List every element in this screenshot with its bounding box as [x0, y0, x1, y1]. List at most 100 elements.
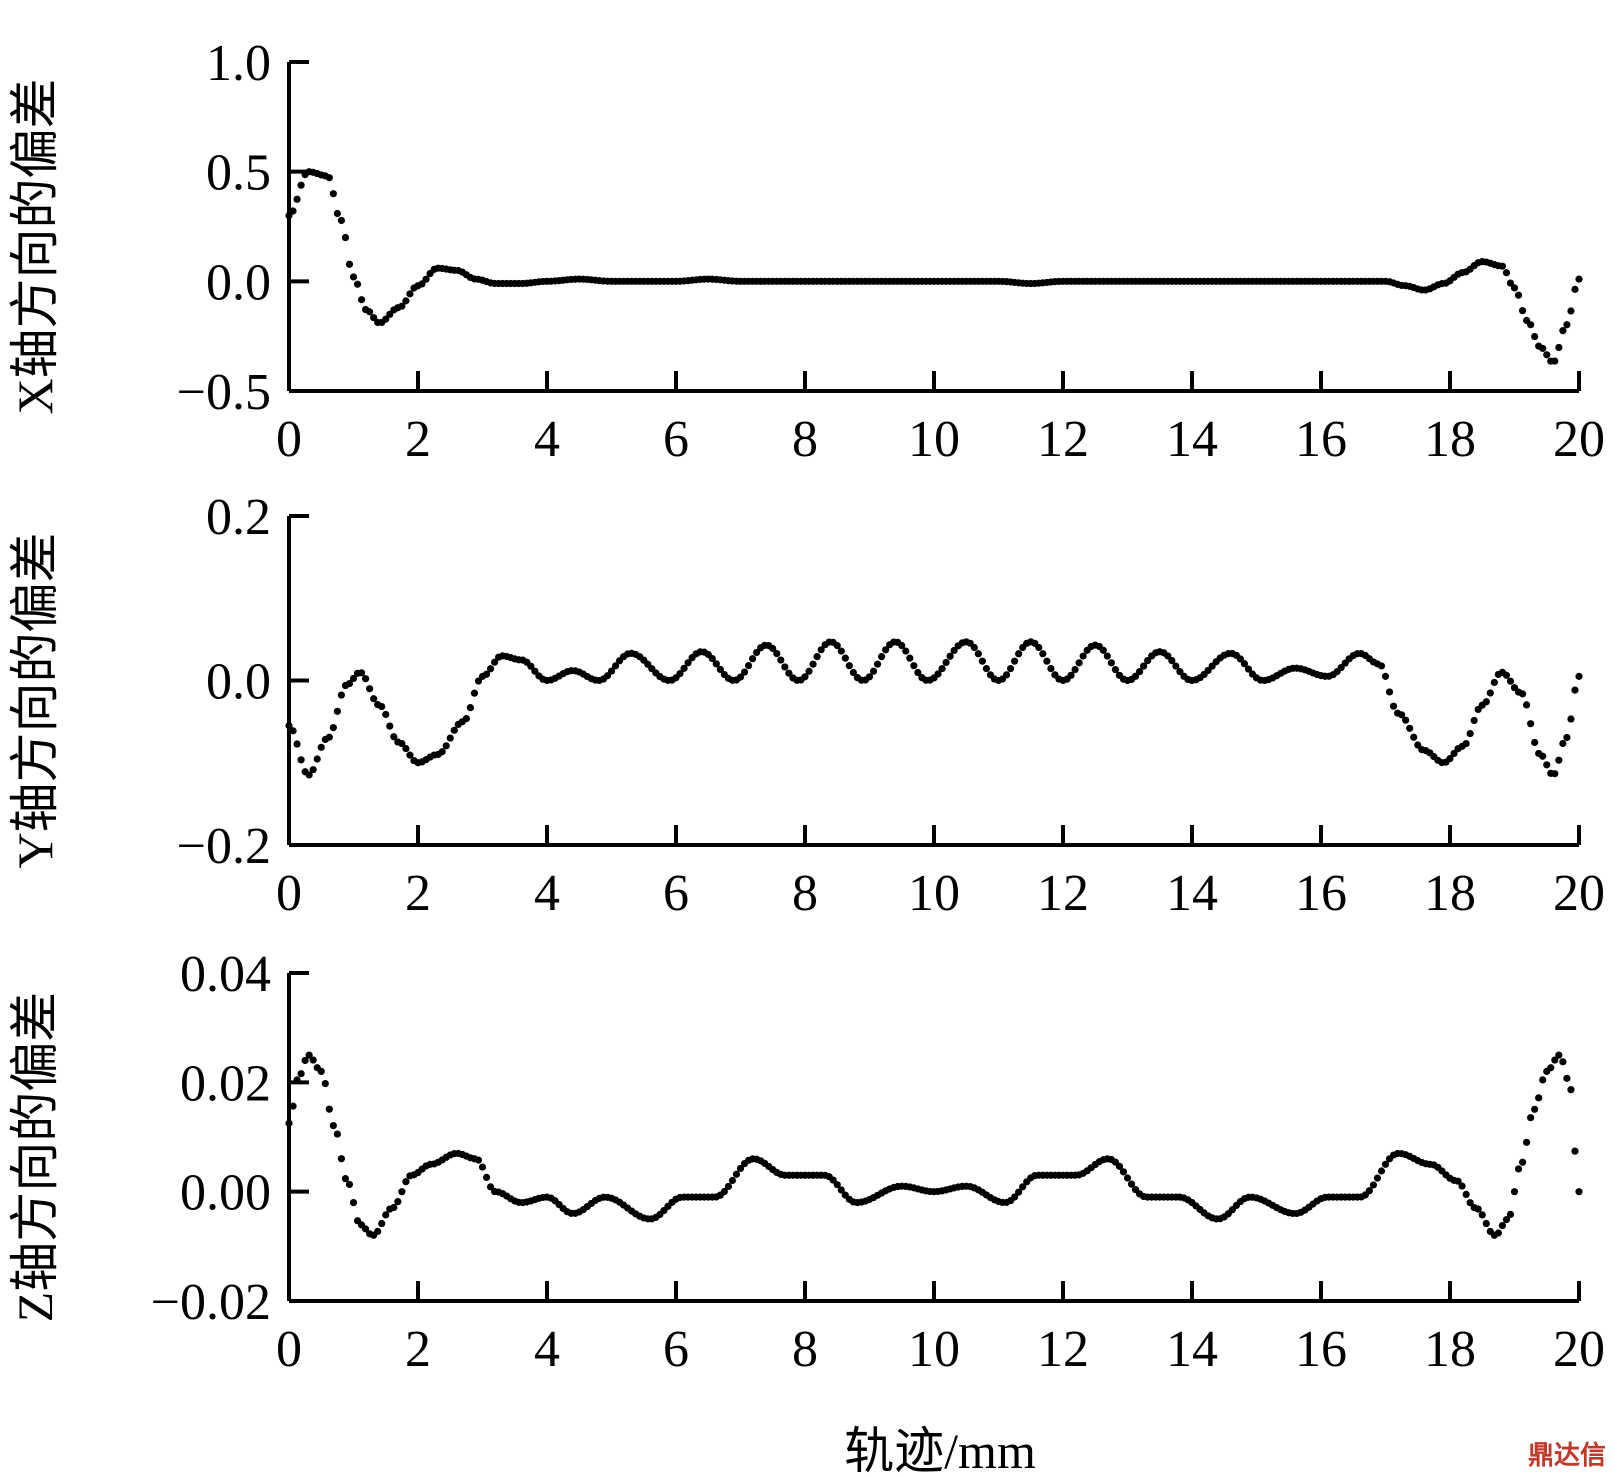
- y-tick-label: 0.04: [180, 946, 271, 1003]
- data-point: [773, 649, 781, 658]
- x-tick-label: 16: [1295, 865, 1347, 922]
- panel-3: −0.02 0.00 0.02 0.04 0 2 4 6 8 10 12 14 16 18 20 Z轴方向的偏…: [7, 946, 1605, 1378]
- data-point: [382, 315, 390, 323]
- data-point: [1099, 646, 1107, 654]
- data-point: [1567, 1086, 1575, 1094]
- data-point: [1531, 332, 1539, 341]
- data-point: [1474, 1205, 1482, 1213]
- data-point: [865, 673, 874, 681]
- watermark-text: 鼎达信: [1527, 1441, 1606, 1471]
- data-point: [317, 1067, 325, 1075]
- data-point: [1103, 652, 1111, 660]
- data-point: [1240, 660, 1249, 668]
- data-point: [333, 707, 341, 715]
- data-point: [378, 1219, 386, 1228]
- data-point: [1575, 672, 1583, 680]
- data-point: [293, 1076, 301, 1084]
- data-point: [829, 1176, 837, 1184]
- data-point: [1514, 1165, 1523, 1173]
- x-tick-label: 16: [1295, 1321, 1347, 1378]
- data-point: [446, 734, 454, 742]
- x-tick-label: 20: [1553, 865, 1605, 922]
- data-point: [1373, 1174, 1382, 1182]
- data-point: [1555, 756, 1563, 764]
- data-point: [366, 685, 374, 693]
- data-point: [1514, 291, 1523, 299]
- data-point: [382, 710, 390, 719]
- data-point: [325, 174, 333, 182]
- data-point: [321, 1079, 329, 1088]
- data-point: [1462, 739, 1470, 748]
- data-point: [1039, 650, 1047, 658]
- data-point: [1015, 1188, 1023, 1196]
- data-point: [1075, 659, 1083, 667]
- data-point: [809, 660, 817, 668]
- data-point: [1144, 656, 1152, 665]
- data-point: [740, 668, 749, 676]
- data-point: [309, 1056, 317, 1064]
- data-point: [1527, 1114, 1535, 1122]
- data-point: [1567, 715, 1575, 723]
- data-point: [728, 1176, 737, 1185]
- x-tick-label: 2: [405, 865, 431, 922]
- data-point: [402, 744, 410, 753]
- data-point: [1035, 643, 1043, 652]
- data-point: [1571, 686, 1579, 694]
- data-point: [1466, 730, 1474, 738]
- data-point: [1527, 720, 1535, 728]
- data-point: [1006, 664, 1015, 673]
- data-point: [390, 733, 398, 741]
- data-point: [716, 665, 724, 674]
- data-point: [684, 659, 692, 667]
- data-point: [1111, 665, 1120, 674]
- data-point: [349, 1199, 358, 1207]
- data-point: [1518, 1158, 1527, 1166]
- y-tick-label: 0.02: [180, 1055, 271, 1112]
- data-point: [486, 1183, 495, 1191]
- data-point: [1458, 1182, 1466, 1190]
- data-point: [1369, 1181, 1378, 1189]
- data-point: [1140, 662, 1148, 670]
- data-point: [1079, 652, 1087, 660]
- data-point: [305, 1051, 313, 1059]
- data-point: [877, 653, 886, 661]
- data-point: [337, 1155, 346, 1163]
- data-point: [1011, 657, 1019, 665]
- data-point: [736, 673, 745, 681]
- data-point: [970, 643, 978, 652]
- data-point: [1543, 761, 1551, 769]
- data-point: [1164, 652, 1172, 660]
- x-tick-label: 14: [1166, 411, 1218, 468]
- data-point: [325, 1105, 333, 1113]
- data-point: [1539, 752, 1547, 760]
- x-tick-label: 4: [534, 1321, 560, 1378]
- data-point: [1510, 284, 1519, 292]
- y-tick-label: −0.02: [151, 1274, 271, 1331]
- data-point: [849, 668, 857, 677]
- panel-1: −0.5 0.0 0.5 1.0 0 2 4 6 8 10 12 14 16 18 20 X轴方向的偏差: [7, 35, 1605, 468]
- data-point: [418, 280, 426, 288]
- data-point: [720, 1187, 728, 1196]
- data-point: [1071, 665, 1079, 674]
- data-point: [1115, 1162, 1124, 1170]
- data-point: [837, 647, 845, 655]
- y-tick-label: −0.2: [177, 818, 271, 875]
- data-point: [1506, 1210, 1515, 1218]
- data-point: [370, 314, 378, 322]
- x-tick-label: 10: [908, 411, 960, 468]
- data-point: [293, 740, 301, 748]
- x-tick-label: 18: [1424, 1321, 1476, 1378]
- data-point: [1522, 1138, 1531, 1146]
- data-point: [817, 646, 825, 654]
- data-point: [1555, 1051, 1563, 1059]
- x-tick-label: 14: [1166, 1321, 1218, 1378]
- data-point: [974, 650, 982, 658]
- data-point: [1478, 1211, 1486, 1219]
- data-point: [785, 669, 793, 677]
- data-point: [474, 1156, 483, 1164]
- data-point: [297, 756, 305, 764]
- data-point: [777, 656, 785, 664]
- data-point: [470, 689, 479, 697]
- data-point: [345, 1180, 354, 1189]
